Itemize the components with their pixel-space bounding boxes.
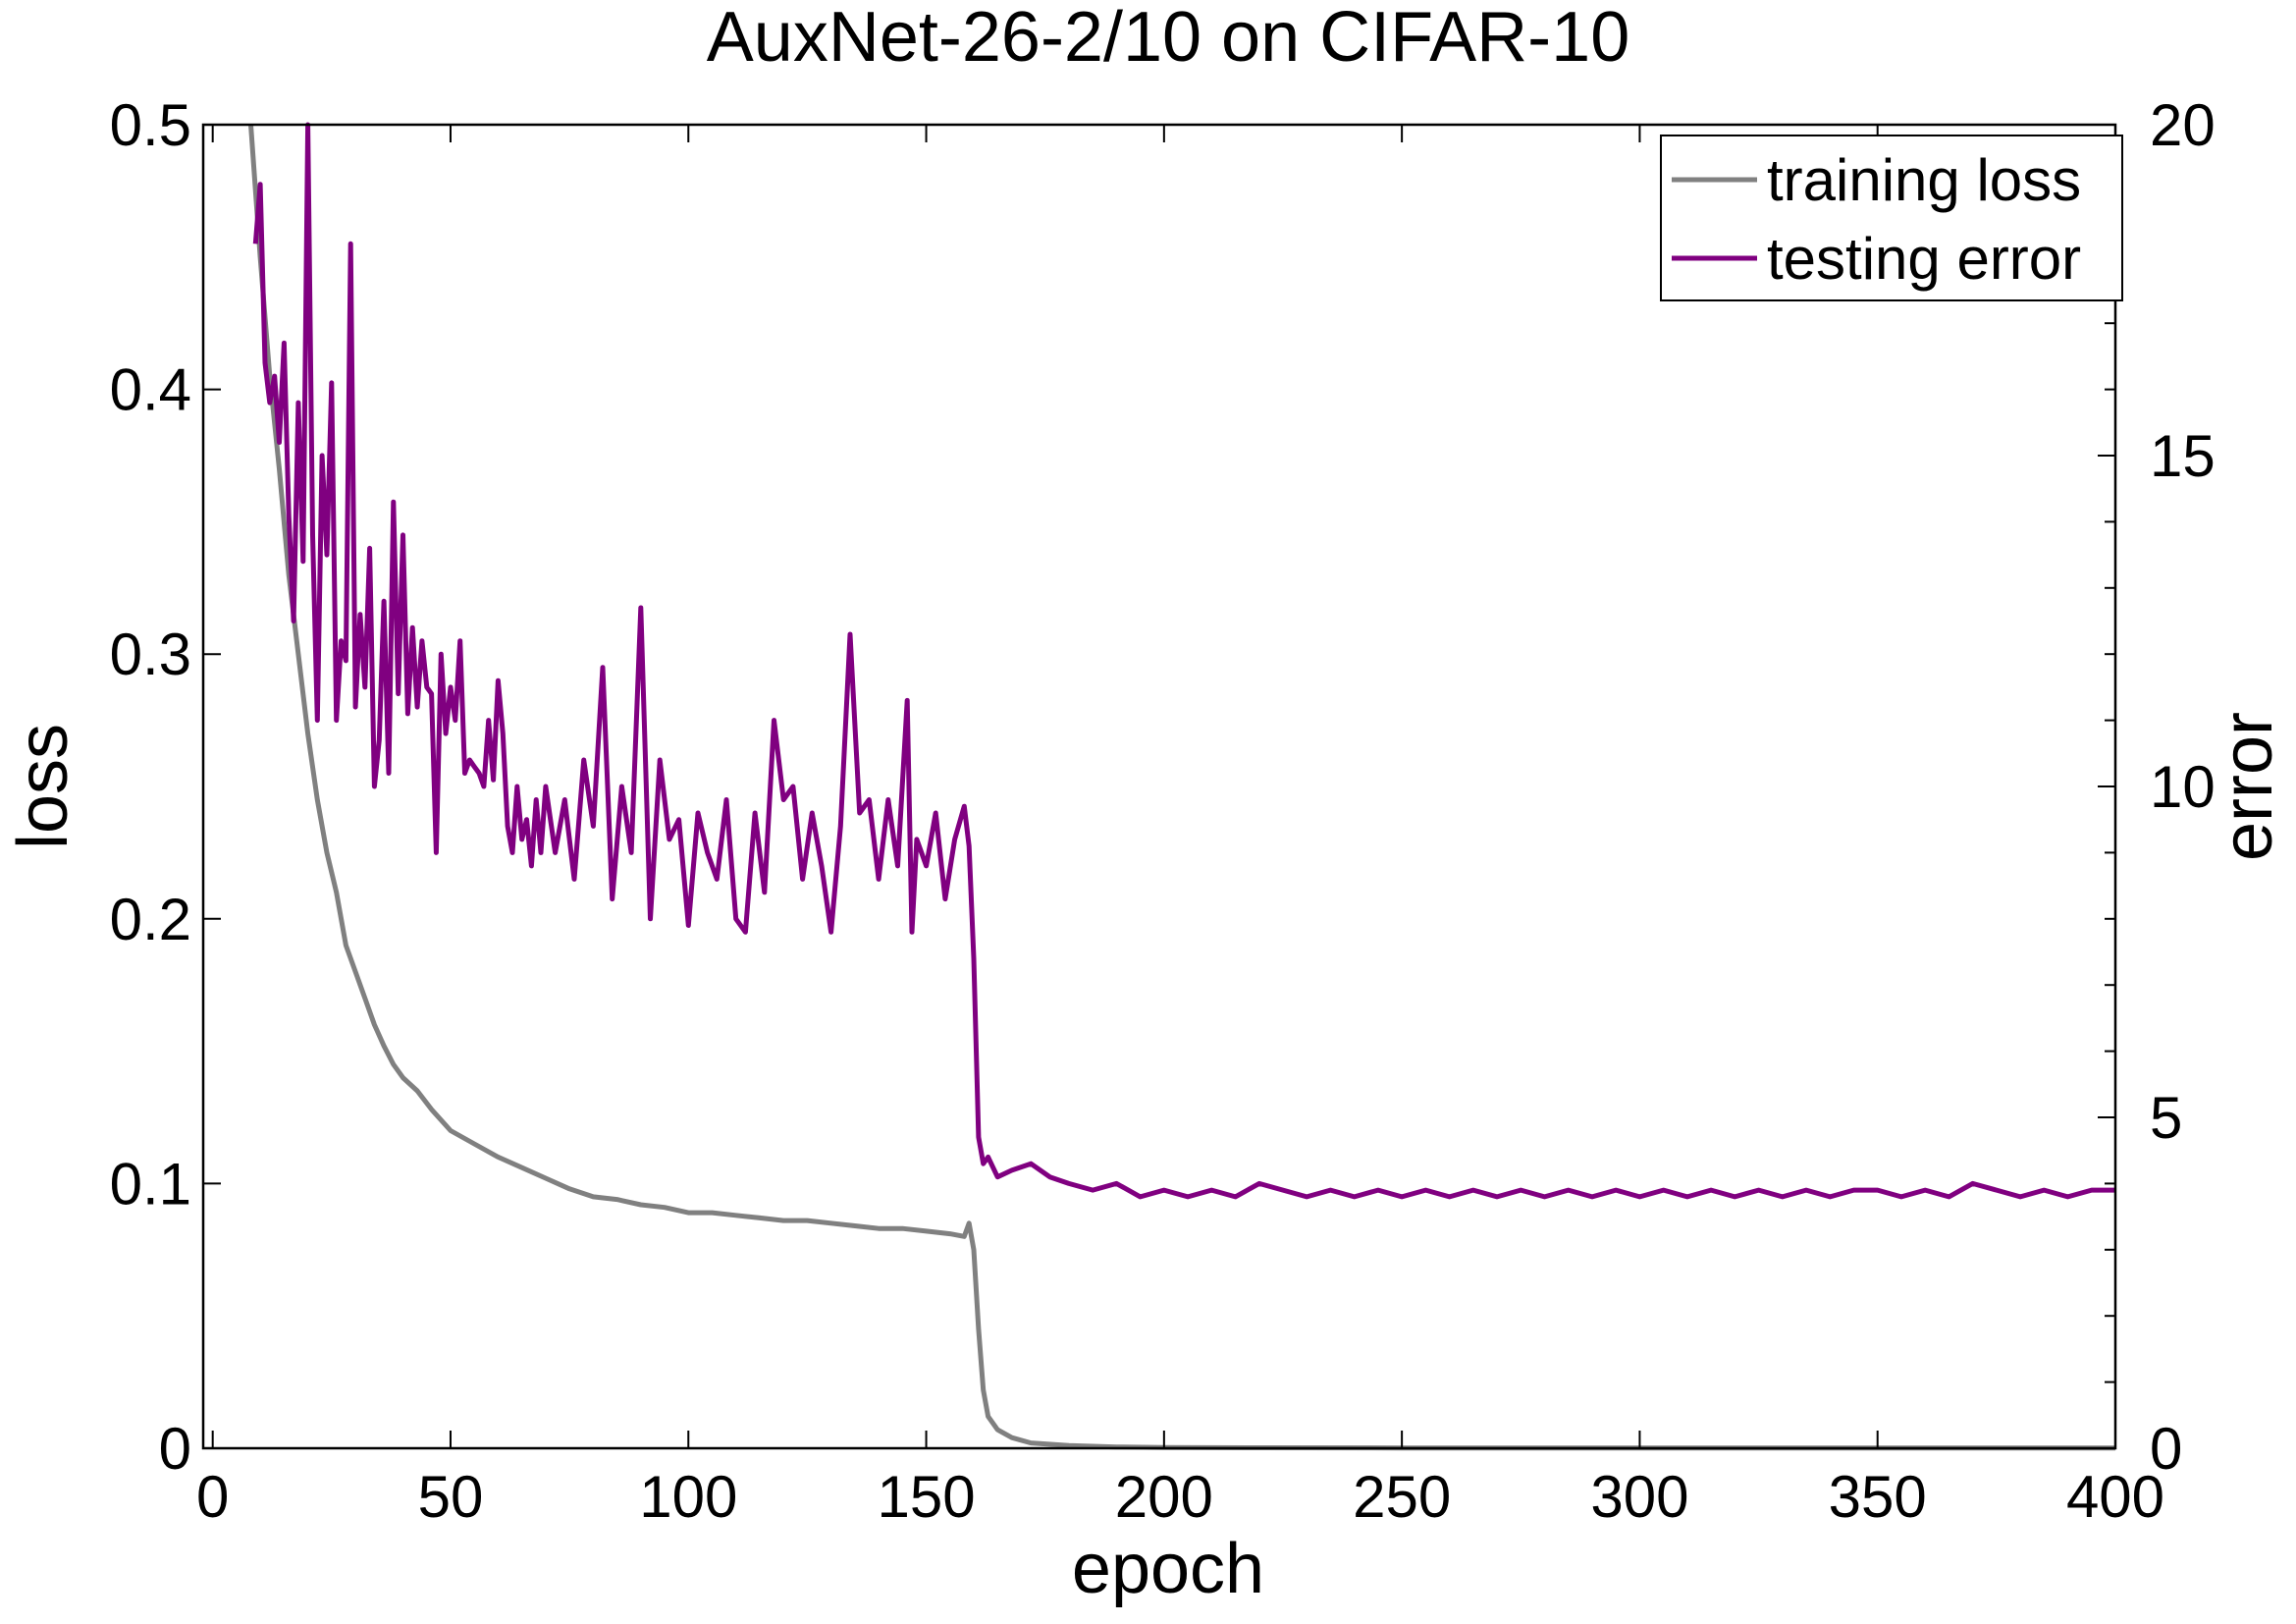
y2-tick-label: 0 <box>2150 1416 2182 1482</box>
y-tick-label: 0.2 <box>110 887 191 952</box>
chart-title: AuxNet-26-2/10 on CIFAR-10 <box>707 0 1629 77</box>
y2-axis-title: error <box>2209 712 2287 861</box>
legend: training loss testing error <box>1660 135 2123 301</box>
x-tick-label: 200 <box>1115 1464 1213 1530</box>
x-tick-label: 400 <box>2066 1464 2164 1530</box>
x-tick-label: 150 <box>878 1464 976 1530</box>
y-axis-left: 0 0.1 0.2 0.3 0.4 0.5 <box>110 92 221 1482</box>
y-tick-label: 0 <box>159 1416 191 1482</box>
x-tick-label: 100 <box>639 1464 737 1530</box>
y-tick-label: 0.5 <box>110 92 191 158</box>
x-tick-label: 300 <box>1590 1464 1688 1530</box>
y2-tick-label: 5 <box>2150 1085 2182 1151</box>
x-axis: 0 50 100 150 200 250 300 350 400 <box>196 125 2164 1530</box>
series-line-training-loss <box>248 124 2115 1451</box>
y2-tick-label: 10 <box>2150 754 2216 820</box>
legend-box <box>1660 135 2123 301</box>
y-axis-right: 0 5 10 15 20 <box>2098 92 2216 1482</box>
x-tick-label: 250 <box>1353 1464 1451 1530</box>
y2-tick-label: 20 <box>2150 92 2216 158</box>
y-tick-label: 0.4 <box>110 357 191 423</box>
y2-tick-label: 15 <box>2150 423 2216 489</box>
plot-frame <box>201 123 2117 1450</box>
x-tick-label: 0 <box>196 1464 229 1530</box>
legend-label-training-loss: training loss <box>1767 147 2081 213</box>
series-layer <box>248 122 2115 1451</box>
y-axis-title: loss <box>4 724 82 849</box>
x-tick-label: 350 <box>1829 1464 1927 1530</box>
legend-label-testing-error: testing error <box>1767 226 2081 292</box>
y-tick-label: 0.1 <box>110 1151 191 1217</box>
series-line-testing-error <box>252 122 2115 1200</box>
x-tick-label: 50 <box>418 1464 484 1530</box>
x-axis-title: epoch <box>1072 1530 1264 1608</box>
y-tick-label: 0.3 <box>110 622 191 687</box>
